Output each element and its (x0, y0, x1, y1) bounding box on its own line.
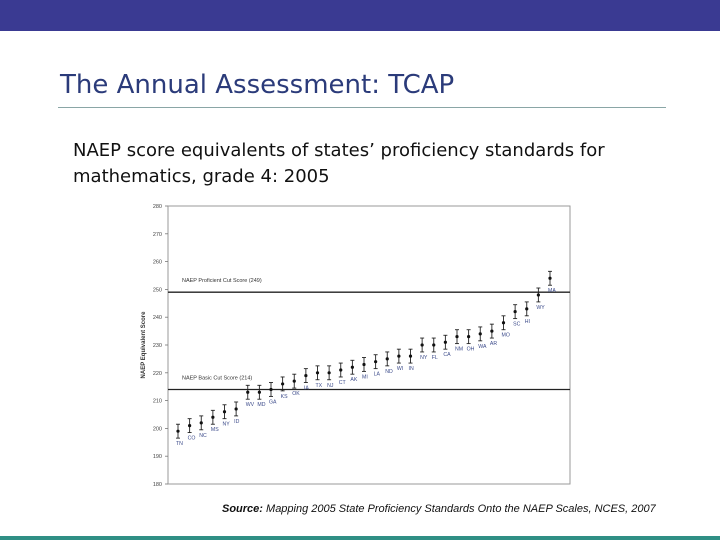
data-point (269, 387, 273, 392)
naep-scatter-chart: 180 190 200 210 220 230 240 250 260 270 280 NAEP Eq… (141, 204, 571, 488)
y-tick-label: 260 (153, 260, 162, 266)
data-label: SC (513, 322, 520, 328)
data-label: WV (246, 402, 255, 408)
data-label: NM (455, 347, 463, 353)
y-tick-label: 220 (153, 371, 162, 377)
y-tick-label: 230 (153, 343, 162, 349)
data-label: NY (420, 355, 428, 361)
y-tick-label: 280 (153, 204, 162, 210)
data-point (420, 343, 424, 347)
data-label: MS (211, 427, 219, 433)
data-label: MO (502, 333, 510, 339)
data-point (432, 343, 436, 347)
data-label: FL (432, 355, 438, 361)
reference-line-label: NAEP Proficient Cut Score (249) (182, 278, 262, 284)
source-label: Source: (222, 503, 263, 515)
data-label: ID (234, 419, 239, 425)
data-point (443, 340, 447, 344)
y-tick-label: 240 (153, 315, 162, 321)
data-label: AK (350, 377, 357, 383)
data-point (397, 354, 401, 358)
data-label: HI (525, 319, 530, 325)
source-citation: Source: Mapping 2005 State Proficiency S… (222, 503, 656, 515)
data-point (525, 307, 529, 311)
y-tick-label: 180 (153, 482, 162, 488)
data-point (211, 415, 215, 419)
top-banner (0, 0, 720, 31)
data-point (455, 335, 459, 339)
data-point (548, 276, 552, 280)
y-axis-label: NAEP Equivalent Score (141, 311, 147, 379)
y-tick-label: 200 (153, 426, 162, 432)
data-point (199, 421, 203, 425)
slide-title: The Annual Assessment: TCAP (60, 70, 455, 100)
data-label: WA (478, 344, 487, 350)
data-point (536, 293, 540, 297)
y-tick-label: 250 (153, 287, 162, 293)
data-label: MD (257, 402, 265, 408)
bottom-accent-bar (0, 536, 720, 540)
data-label: AR (490, 341, 497, 347)
data-point (339, 368, 343, 372)
y-tick-label: 270 (153, 232, 162, 238)
slide-subtitle: NAEP score equivalents of states’ profic… (73, 140, 605, 187)
data-label: ND (385, 369, 393, 375)
data-point (478, 332, 482, 336)
source-text: Mapping 2005 State Proficiency Standards… (262, 503, 656, 515)
data-label: NY (223, 422, 231, 428)
data-point (257, 390, 261, 394)
data-point (362, 362, 366, 367)
data-point (281, 382, 285, 386)
data-point (408, 354, 413, 358)
data-label: CA (443, 352, 451, 358)
data-point (246, 390, 250, 394)
data-point (234, 407, 238, 411)
data-point (327, 371, 331, 375)
y-tick-label: 190 (153, 454, 162, 460)
data-point (350, 365, 354, 369)
data-label: IA (304, 386, 309, 392)
data-point (315, 371, 320, 375)
data-label: WI (397, 366, 403, 372)
data-label: GA (269, 399, 277, 405)
data-label: IN (409, 366, 414, 372)
data-point (385, 357, 389, 361)
data-point (467, 335, 471, 339)
data-point (513, 310, 517, 314)
data-point (292, 379, 296, 383)
data-point (176, 429, 180, 433)
data-label: NJ (327, 383, 334, 389)
data-label: MI (362, 374, 368, 380)
data-label: OH (467, 347, 475, 353)
title-divider (58, 107, 666, 108)
data-point (222, 410, 227, 414)
data-label: CT (339, 380, 347, 386)
data-point (188, 424, 192, 428)
data-label: MA (548, 288, 556, 294)
data-point (490, 329, 494, 333)
data-label: LA (374, 372, 381, 378)
data-label: TN (176, 441, 183, 447)
data-point (304, 373, 308, 378)
data-point (374, 360, 378, 364)
plot-frame (167, 205, 571, 485)
reference-line-label: NAEP Basic Cut Score (214) (182, 375, 252, 381)
data-label: CO (188, 436, 196, 442)
data-point (501, 321, 506, 325)
data-label: KS (281, 394, 288, 400)
data-label: WY (536, 305, 545, 311)
data-label: OK (292, 391, 300, 397)
data-label: NC (199, 433, 207, 439)
data-label: TX (316, 383, 323, 389)
y-tick-label: 210 (153, 399, 162, 405)
